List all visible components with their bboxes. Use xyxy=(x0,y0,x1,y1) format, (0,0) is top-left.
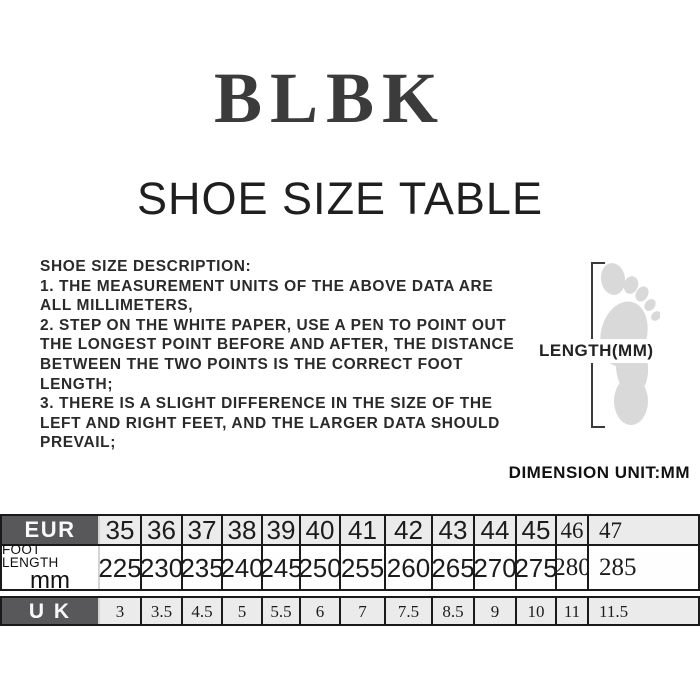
size-table: EUR 35 36 37 38 39 40 41 42 43 44 45 46 47 FOOT LENGTH… xyxy=(0,514,700,626)
size-cell-foot: 250 xyxy=(298,546,342,589)
size-cell-foot: 260 xyxy=(384,546,431,589)
row-header-foot: FOOT LENGTH mm xyxy=(2,541,98,592)
size-cell-eur: 45 xyxy=(515,516,555,544)
size-cell-eur: 35 xyxy=(98,516,140,544)
table-row-eur: EUR 35 36 37 38 39 40 41 42 43 44 45 46 47 xyxy=(2,516,698,544)
size-table-uk-block: U K 3 3.5 4.5 5 5.5 6 7 7.5 8.5 9 10 11 11.5 xyxy=(0,596,700,626)
size-cell-foot: 280 xyxy=(553,546,591,589)
size-cell-uk: 8.5 xyxy=(431,598,473,624)
size-cell-eur: 46 xyxy=(555,516,587,544)
size-cell-foot: 230 xyxy=(140,546,183,589)
foot-length-figure: LENGTH(MM) xyxy=(535,255,695,435)
row-header-label: FOOT LENGTH xyxy=(2,541,59,570)
size-table-main-block: EUR 35 36 37 38 39 40 41 42 43 44 45 46 47 FOOT LENGTH… xyxy=(0,514,700,592)
size-cell-uk: 7 xyxy=(339,598,384,624)
dimension-unit-note: DIMENSION UNIT:MM xyxy=(508,463,690,482)
size-cell-eur: 37 xyxy=(181,516,221,544)
size-cell-uk: 9 xyxy=(473,598,515,624)
size-cell-eur: 47 xyxy=(587,516,698,544)
size-cell-foot: 285 xyxy=(587,546,698,589)
size-cell-uk: 3 xyxy=(98,598,140,624)
size-description-text: SHOE SIZE DESCRIPTION: 1. THE MEASUREMEN… xyxy=(40,258,515,452)
size-cell-uk: 4.5 xyxy=(181,598,221,624)
size-cell-uk: 3.5 xyxy=(140,598,181,624)
size-cell-eur: 36 xyxy=(140,516,181,544)
size-cell-uk: 11 xyxy=(555,598,587,624)
size-cell-foot: 225 xyxy=(98,546,142,589)
size-cell-uk: 5.5 xyxy=(261,598,299,624)
size-cell-uk: 7.5 xyxy=(384,598,431,624)
size-cell-uk: 10 xyxy=(515,598,555,624)
row-header-sublabel: mm xyxy=(30,566,70,594)
size-cell-uk: 6 xyxy=(299,598,339,624)
size-cell-eur: 40 xyxy=(299,516,339,544)
size-cell-eur: 41 xyxy=(339,516,384,544)
size-cell-foot: 235 xyxy=(180,546,224,589)
size-cell-eur: 38 xyxy=(221,516,261,544)
length-label: LENGTH(MM) xyxy=(537,339,656,363)
table-row-foot: FOOT LENGTH mm 225 230 235 240 245 250 255 260 265… xyxy=(2,541,698,592)
size-cell-uk: 11.5 xyxy=(587,598,698,624)
page-title: SHOE SIZE TABLE xyxy=(137,173,543,224)
brand-title: BLBK xyxy=(213,58,447,138)
size-cell-foot: 270 xyxy=(473,546,517,589)
size-cell-eur: 44 xyxy=(473,516,515,544)
size-cell-foot: 245 xyxy=(259,546,303,589)
size-cell-foot: 265 xyxy=(431,546,475,589)
size-cell-foot: 255 xyxy=(339,546,384,589)
row-header-uk: U K xyxy=(2,598,98,624)
size-cell-eur: 43 xyxy=(431,516,473,544)
size-cell-eur: 42 xyxy=(384,516,431,544)
row-header-eur: EUR xyxy=(2,516,98,544)
size-cell-foot: 275 xyxy=(514,546,558,589)
size-cell-foot: 240 xyxy=(220,546,264,589)
table-row-uk: U K 3 3.5 4.5 5 5.5 6 7 7.5 8.5 9 10 11 11.5 xyxy=(2,598,698,624)
size-cell-eur: 39 xyxy=(261,516,299,544)
size-cell-uk: 5 xyxy=(221,598,261,624)
